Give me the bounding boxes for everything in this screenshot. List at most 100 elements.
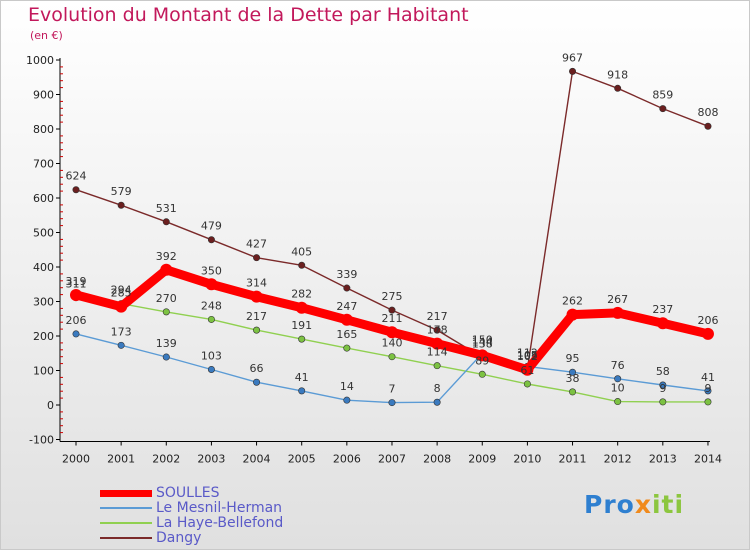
data-point: [569, 67, 577, 75]
data-label: 150: [472, 333, 493, 346]
data-point: [659, 381, 667, 389]
x-tick-label: 2007: [378, 453, 406, 466]
data-label: 285: [111, 287, 132, 300]
data-point: [521, 363, 534, 376]
data-point: [388, 399, 396, 407]
data-label: 144: [472, 335, 493, 348]
data-label: 173: [111, 325, 132, 338]
data-label: 178: [427, 324, 448, 337]
y-tick-label: 600: [33, 192, 54, 205]
x-tick-label: 2000: [62, 453, 90, 466]
data-label: 350: [201, 264, 222, 277]
legend-label: Dangy: [156, 530, 202, 546]
data-label: 311: [66, 278, 87, 291]
y-tick-label: 0: [47, 399, 54, 412]
legend-swatch-soulles: [100, 490, 152, 497]
data-point: [659, 398, 667, 406]
data-point: [298, 387, 306, 395]
data-label: 191: [291, 319, 312, 332]
data-point: [72, 186, 80, 194]
x-tick-label: 2014: [694, 453, 722, 466]
data-label: 10: [611, 382, 625, 395]
data-label: 282: [291, 288, 312, 301]
data-label: 319: [66, 275, 87, 288]
data-point: [656, 317, 669, 330]
data-label: 41: [701, 371, 715, 384]
data-label: 531: [156, 202, 177, 215]
data-label: 95: [566, 352, 580, 365]
y-tick-label: 100: [33, 365, 54, 378]
data-label: 427: [246, 238, 267, 251]
data-label: 392: [156, 250, 177, 263]
legend-item-dangy: Dangy: [100, 530, 360, 546]
data-point: [388, 353, 396, 361]
data-label: 859: [652, 89, 673, 102]
x-tick-label: 2012: [604, 453, 632, 466]
data-label: 262: [562, 295, 583, 308]
y-tick-label: 1000: [26, 54, 54, 67]
y-tick-label: 400: [33, 261, 54, 274]
x-tick-label: 2001: [107, 453, 135, 466]
data-point: [701, 327, 714, 340]
data-label: 8: [434, 382, 441, 395]
data-point: [72, 330, 80, 338]
x-tick-label: 2002: [152, 453, 180, 466]
data-label: 206: [66, 314, 87, 327]
data-point: [614, 398, 622, 406]
data-point: [433, 362, 441, 370]
data-label: 66: [250, 362, 264, 375]
data-point: [704, 387, 712, 395]
legend-item-le-mesnil-herman: Le Mesnil-Herman: [100, 500, 360, 516]
data-point: [253, 378, 261, 386]
data-point: [340, 313, 353, 326]
data-label: 248: [201, 299, 222, 312]
data-label: 102: [517, 350, 538, 363]
data-point: [704, 398, 712, 406]
data-label: 808: [697, 106, 718, 119]
data-point: [385, 326, 398, 339]
x-tick-label: 2006: [333, 453, 361, 466]
data-point: [478, 370, 486, 378]
data-label: 247: [336, 300, 357, 313]
data-label: 165: [336, 328, 357, 341]
chart-subtitle: (en €): [30, 29, 63, 42]
data-point: [162, 353, 170, 361]
data-point: [207, 315, 215, 323]
legend-item-la-haye-bellefond: La Haye-Bellefond: [100, 515, 360, 531]
data-point: [523, 380, 531, 388]
data-point: [569, 388, 577, 396]
data-point: [388, 306, 396, 314]
legend-swatch-dangy: [100, 537, 152, 539]
x-tick-label: 2003: [197, 453, 225, 466]
data-label: 9: [704, 382, 711, 395]
data-label: 105: [517, 349, 538, 362]
data-label: 479: [201, 220, 222, 233]
data-label: 211: [381, 312, 402, 325]
data-point: [431, 337, 444, 350]
data-point: [207, 365, 215, 373]
data-label: 918: [607, 68, 628, 81]
data-label: 114: [427, 346, 448, 359]
data-point: [566, 308, 579, 321]
data-label: 270: [156, 292, 177, 305]
data-label: 579: [111, 185, 132, 198]
legend-label: SOULLES: [156, 485, 220, 501]
data-label: 314: [246, 277, 267, 290]
data-point: [343, 284, 351, 292]
data-point: [343, 344, 351, 352]
data-point: [70, 288, 82, 301]
data-label: 217: [427, 310, 448, 323]
y-tick-label: 800: [33, 123, 54, 136]
legend-item-soulles: SOULLES: [100, 485, 360, 501]
y-tick-label: 300: [33, 296, 54, 309]
legend: SOULLES Le Mesnil-Herman La Haye-Bellefo…: [100, 485, 360, 546]
data-point: [614, 84, 622, 92]
data-label: 61: [520, 364, 534, 377]
y-tick-label: 700: [33, 158, 54, 171]
proxiti-logo: Proxiti: [584, 490, 685, 519]
data-point: [207, 236, 215, 244]
x-tick-label: 2005: [288, 453, 316, 466]
data-point: [115, 300, 128, 313]
data-label: 38: [566, 372, 580, 385]
